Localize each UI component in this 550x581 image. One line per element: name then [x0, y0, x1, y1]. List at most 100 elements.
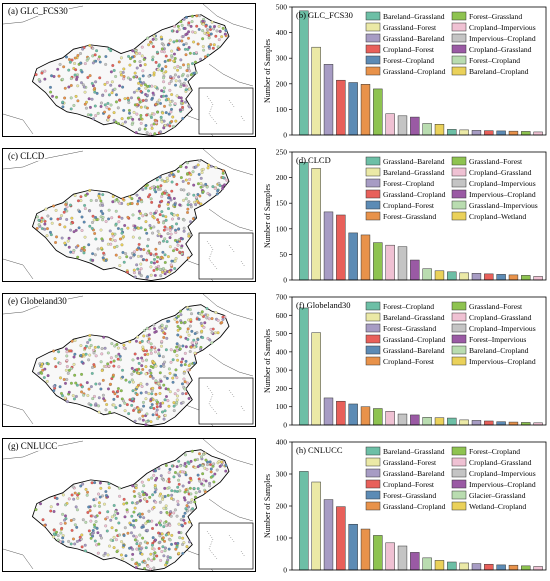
sample-dot [152, 269, 156, 272]
sample-dot [82, 393, 86, 397]
sample-dot [67, 497, 71, 501]
sample-dot [196, 193, 200, 196]
sample-dot [176, 243, 180, 247]
sample-dot [195, 24, 199, 28]
sample-dot [55, 235, 58, 239]
sample-dot [166, 555, 170, 559]
bar [373, 242, 383, 281]
sample-dot [112, 397, 116, 401]
sample-dot [52, 532, 56, 536]
sample-dot [144, 124, 148, 127]
sample-dot [164, 70, 168, 74]
sample-dot [147, 392, 151, 396]
sample-dot [46, 214, 50, 218]
sample-dot [130, 197, 134, 201]
sample-dot [143, 561, 147, 565]
bar [311, 481, 321, 571]
sample-dot [131, 213, 135, 217]
bar [508, 421, 519, 426]
sample-dot [135, 385, 139, 389]
sample-dot [160, 47, 164, 51]
sample-dot [194, 491, 198, 495]
legend-entry: Forest–Impervious [469, 335, 526, 344]
sample-dot [110, 80, 114, 84]
sample-dot [136, 202, 139, 206]
sample-dot [174, 231, 178, 234]
sample-dot [63, 521, 67, 525]
sample-dot [124, 554, 128, 558]
sample-dot [153, 484, 157, 487]
sample-dot [116, 389, 120, 393]
sample-dot [209, 32, 213, 36]
bar [385, 244, 395, 281]
sample-dot [146, 36, 149, 40]
sample-dot [60, 236, 64, 240]
sample-dot [181, 382, 184, 386]
sample-dot [144, 212, 147, 216]
sample-dot [163, 225, 167, 229]
sample-dot [100, 536, 103, 540]
sample-dot [54, 365, 58, 369]
sample-dot [189, 476, 193, 480]
sample-dot [194, 341, 198, 344]
sample-dot [154, 252, 158, 256]
sample-dot [159, 559, 163, 562]
legend-entry: Cropland–Forest [383, 201, 435, 210]
sample-dot [162, 228, 166, 232]
sample-dot [131, 117, 135, 121]
sample-dot [145, 183, 149, 187]
sample-dot [158, 392, 162, 395]
sample-dot [150, 403, 154, 406]
bar [348, 403, 358, 426]
sample-dot [89, 514, 93, 518]
sample-dot [133, 250, 136, 254]
sample-dot [171, 358, 175, 362]
bar [422, 557, 432, 571]
sample-dot [170, 497, 173, 500]
legend-swatch [365, 468, 381, 478]
sample-dot [144, 99, 148, 102]
legend-swatch [451, 490, 467, 500]
sample-dot [93, 345, 97, 349]
sample-dot [145, 382, 149, 386]
sample-dot [80, 70, 84, 74]
sample-dot [163, 237, 167, 241]
sample-dot [178, 474, 181, 478]
sample-dot [56, 502, 60, 506]
sample-dot [69, 96, 73, 100]
sample-dot [213, 472, 217, 476]
sample-dot [123, 409, 127, 413]
sample-dot [105, 81, 109, 84]
bar [336, 506, 346, 571]
sample-dot [50, 221, 54, 225]
sample-dot [203, 321, 207, 325]
sample-dot [151, 493, 155, 497]
legend-entry: Impervious–Cropland [469, 34, 536, 43]
sample-dot [120, 56, 123, 60]
sample-dot [49, 505, 53, 509]
sample-dot [188, 105, 191, 109]
sample-dot [130, 202, 134, 205]
sample-dot [69, 250, 73, 254]
sample-dot [128, 111, 131, 115]
sample-dot [79, 199, 83, 203]
sample-dot [129, 523, 133, 527]
sample-dot [97, 410, 101, 414]
sample-dot [139, 382, 143, 386]
sample-dot [104, 259, 108, 262]
sample-dot [139, 499, 142, 502]
sample-dot [91, 252, 95, 256]
sample-dot [109, 103, 113, 107]
sample-dot [133, 538, 137, 542]
sample-dot [166, 399, 170, 403]
sample-dot [149, 371, 153, 375]
sample-dot [51, 94, 54, 98]
sample-dot [197, 173, 201, 176]
sample-dot [74, 381, 78, 385]
sample-dot [168, 173, 172, 177]
sample-dot [126, 116, 130, 120]
sample-dot [111, 200, 115, 204]
sample-dot [146, 275, 149, 279]
sample-dot [76, 255, 80, 259]
sample-dot [173, 57, 177, 60]
